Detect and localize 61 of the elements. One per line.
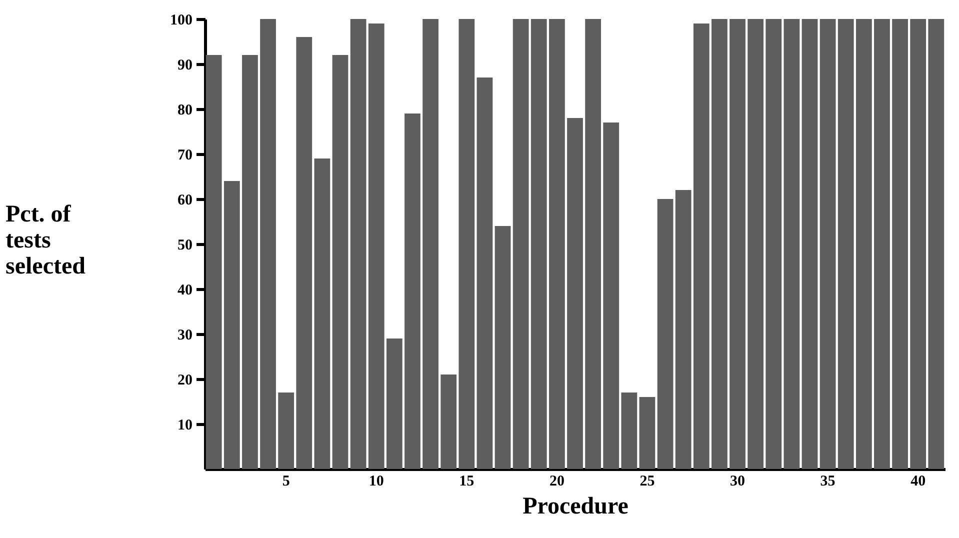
bar xyxy=(910,19,926,469)
x-tick-label: 5 xyxy=(282,474,290,490)
bar xyxy=(567,118,583,469)
bar xyxy=(404,114,420,469)
y-axis-title: Pct. of tests selected xyxy=(6,202,86,280)
bar xyxy=(386,338,402,469)
x-tick-label: 40 xyxy=(910,474,926,490)
x-tick-label: 30 xyxy=(730,474,746,490)
bar xyxy=(856,19,872,469)
y-tick-label: 30 xyxy=(178,328,192,344)
bar xyxy=(530,19,547,469)
bar xyxy=(928,19,944,469)
y-tick-label: 90 xyxy=(178,58,192,74)
y-tick-label: 20 xyxy=(178,372,192,388)
bar xyxy=(585,19,602,469)
bar xyxy=(242,55,258,469)
bar xyxy=(802,19,818,469)
y-tick-label: 70 xyxy=(178,148,192,164)
bar xyxy=(314,158,330,469)
bar xyxy=(603,122,620,469)
y-tick-label: 80 xyxy=(178,102,192,118)
bar xyxy=(296,37,312,469)
bar xyxy=(332,55,348,469)
bar xyxy=(621,392,638,469)
bar xyxy=(458,19,475,469)
bar xyxy=(639,397,656,469)
bar xyxy=(278,392,294,469)
bar xyxy=(820,19,836,469)
bar xyxy=(748,19,764,469)
x-axis-title: Procedure xyxy=(522,494,629,520)
bar xyxy=(494,226,511,469)
bar xyxy=(675,190,692,469)
bar xyxy=(440,374,457,469)
bar xyxy=(548,19,565,469)
y-tick-label: 50 xyxy=(178,238,192,254)
bar xyxy=(693,24,710,469)
x-tick-label: 20 xyxy=(549,474,564,490)
x-tick-label: 10 xyxy=(368,474,384,490)
bar xyxy=(206,55,222,469)
bar xyxy=(512,19,529,469)
bar xyxy=(766,19,782,469)
bar xyxy=(422,19,438,469)
bar xyxy=(874,19,890,469)
bar xyxy=(838,19,854,469)
y-tick-label: 60 xyxy=(178,192,192,208)
y-tick-label: 40 xyxy=(178,282,192,298)
x-tick-label: 25 xyxy=(640,474,655,490)
bar xyxy=(260,19,276,469)
bar xyxy=(730,19,746,469)
x-tick-label: 35 xyxy=(820,474,836,490)
bar xyxy=(224,181,240,469)
bar xyxy=(712,19,728,469)
y-tick-label: 10 xyxy=(178,418,192,434)
bar xyxy=(892,19,908,469)
x-tick-label: 15 xyxy=(459,474,474,490)
y-tick-label: 100 xyxy=(170,12,192,28)
bar xyxy=(476,78,493,469)
bar xyxy=(350,19,366,469)
bar xyxy=(368,24,384,469)
bar xyxy=(657,199,674,469)
bar xyxy=(784,19,800,469)
